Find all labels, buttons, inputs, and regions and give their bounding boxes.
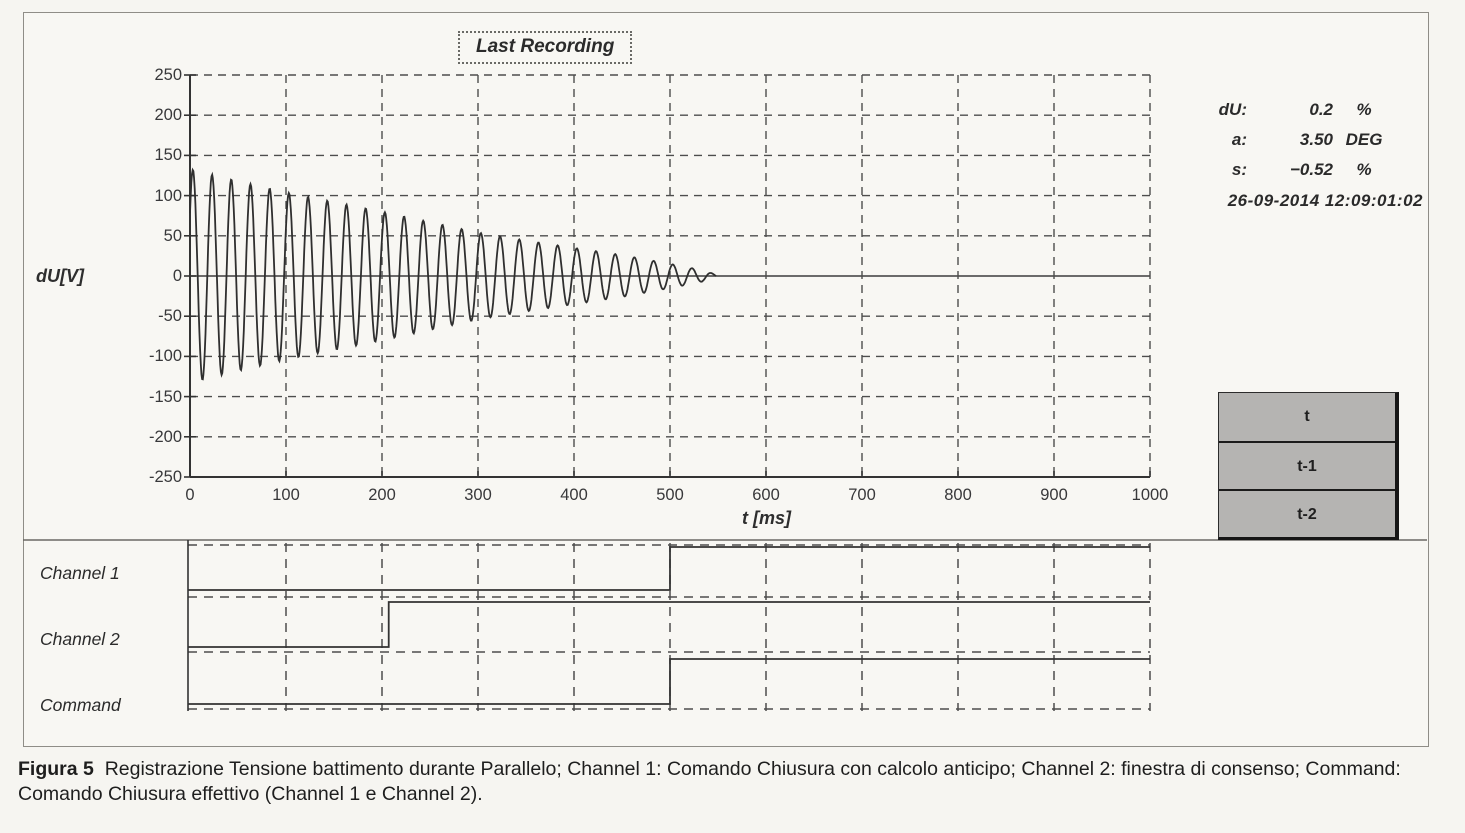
time-select-buttons: t t-1 t-2	[1218, 392, 1399, 540]
x-tick-label: 200	[368, 486, 396, 504]
readout-du: dU: 0.2 %	[1197, 100, 1395, 126]
trace-command	[188, 658, 1150, 705]
x-tick-label: 0	[185, 486, 195, 504]
y-tick-label: -100	[148, 347, 182, 366]
readout-a-label: a:	[1231, 130, 1247, 149]
y-axis-title: dU[V]	[36, 266, 84, 286]
x-tick-label: 900	[1040, 486, 1068, 504]
y-tick-label: 200	[154, 106, 182, 125]
command-label: Command	[40, 695, 121, 715]
x-tick-label: 300	[464, 486, 492, 504]
readout-du-label: dU:	[1218, 100, 1247, 119]
readout-s-unit: %	[1356, 160, 1372, 179]
x-tick-label: 800	[944, 486, 972, 504]
y-tick-label: 0	[172, 267, 182, 285]
figure-border	[23, 12, 1429, 747]
x-axis-title: t [ms]	[742, 508, 791, 528]
readout-a: a: 3.50 DEG	[1197, 130, 1395, 156]
y-tick-label: -50	[158, 307, 182, 326]
recording-timestamp: 26-09-2014 12:09:01:02	[1227, 191, 1423, 210]
readout-s: s: −0.52 %	[1197, 160, 1395, 186]
figure-caption-text: Registrazione Tensione battimento durant…	[18, 758, 1401, 805]
y-tick-label: 250	[154, 66, 182, 84]
chart-title: Last Recording	[458, 31, 633, 64]
channel-1-label: Channel 1	[40, 563, 120, 583]
trace-channel-1	[188, 546, 1150, 591]
x-tick-label: 100	[272, 486, 300, 504]
y-tick-label: 100	[154, 186, 182, 205]
y-tick-label: -250	[148, 468, 182, 486]
x-tick-label: 700	[848, 486, 876, 504]
button-t-2[interactable]: t-2	[1219, 489, 1395, 537]
y-tick-label: 50	[163, 226, 182, 245]
readout-du-unit: %	[1356, 100, 1372, 119]
readout-du-value: 0.2	[1309, 100, 1333, 119]
figure-caption-number: Figura 5	[18, 758, 94, 780]
y-tick-label: 150	[154, 146, 182, 165]
x-tick-label: 1000	[1131, 486, 1169, 504]
y-tick-label: -200	[148, 427, 182, 446]
readout-s-label: s:	[1231, 160, 1247, 179]
x-tick-label: 400	[560, 486, 588, 504]
button-t-1[interactable]: t-1	[1219, 441, 1395, 489]
readout-s-value: −0.52	[1289, 160, 1333, 179]
x-tick-label: 600	[752, 486, 780, 504]
du-waveform	[189, 167, 717, 381]
x-tick-label: 500	[656, 486, 684, 504]
readout-a-unit: DEG	[1345, 130, 1383, 149]
figure-caption: Figura 5 Registrazione Tensione battimen…	[18, 757, 1454, 806]
button-t[interactable]: t	[1219, 393, 1395, 441]
readout-a-value: 3.50	[1299, 130, 1333, 149]
trace-channel-2	[188, 601, 1150, 648]
channel-2-label: Channel 2	[40, 629, 120, 649]
y-tick-label: -150	[148, 387, 182, 406]
